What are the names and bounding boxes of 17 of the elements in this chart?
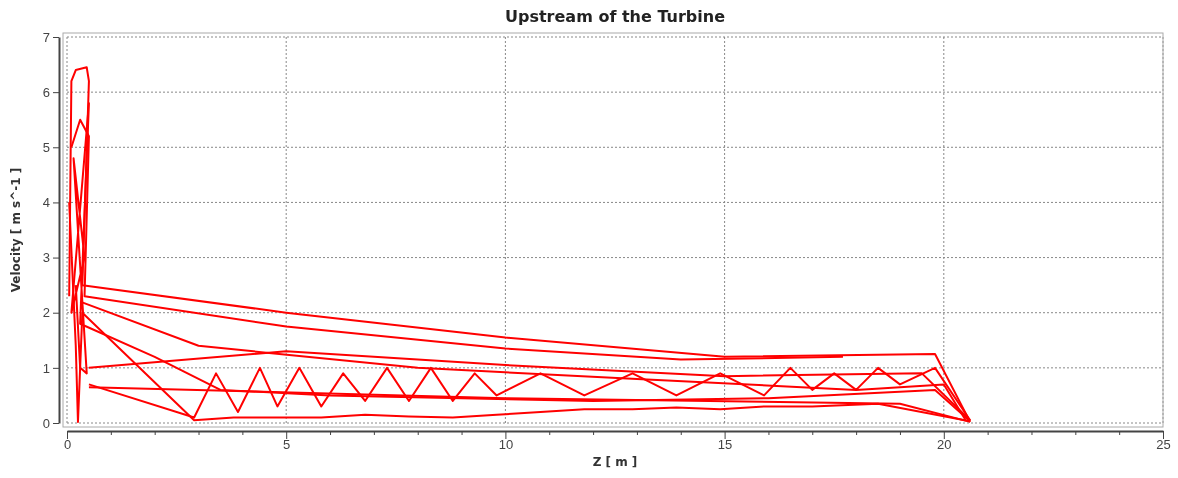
x-axis-title: Z [ m ] [592, 455, 638, 469]
y-tick-label: 2 [42, 305, 50, 321]
y-tick-label: 5 [42, 139, 50, 155]
x-tick-label: 15 [717, 437, 733, 453]
x-tick-label: 25 [1156, 437, 1171, 453]
y-tick-label: 7 [42, 29, 50, 45]
y-tick-label: 6 [42, 84, 50, 100]
chart-title: Upstream of the Turbine [505, 7, 726, 26]
y-axis-title: Velocity [ m s^-1 ] [9, 167, 23, 293]
y-tick-label: 3 [42, 250, 50, 266]
y-tick-label: 0 [42, 415, 50, 431]
x-tick-label: 5 [283, 437, 291, 453]
x-tick-label: 20 [937, 437, 952, 453]
x-tick-label: 10 [498, 437, 514, 453]
y-tick-label: 4 [42, 195, 50, 211]
y-tick-label: 1 [42, 360, 50, 376]
x-tick-label: 0 [63, 437, 72, 453]
